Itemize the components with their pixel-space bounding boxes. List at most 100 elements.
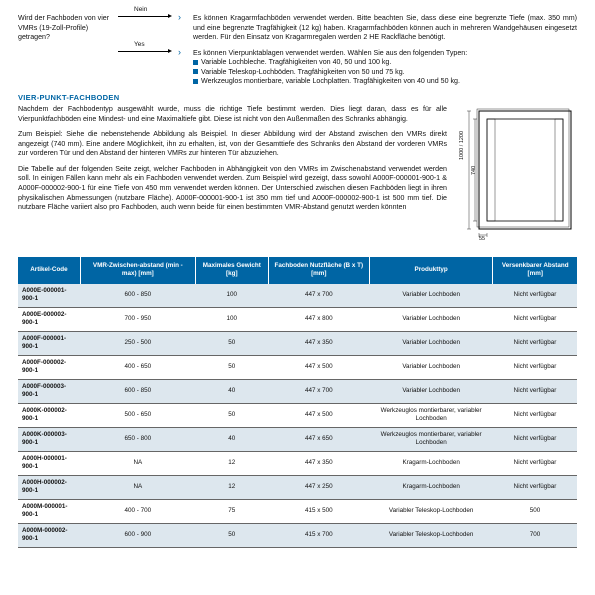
cell: Variabler Lochboden [369, 379, 493, 403]
cell: Kragarm-Lochboden [369, 451, 493, 475]
cell: 12 [195, 451, 268, 475]
table-row: A000H-000001-900-1NA12447 x 350Kragarm-L… [18, 451, 577, 475]
cell: 250 - 500 [80, 331, 195, 355]
cell: A000E-000002-900-1 [18, 307, 80, 331]
cell: 40 [195, 427, 268, 451]
body-block: Nachdem der Fachbodentyp ausgewählt wurd… [18, 105, 577, 249]
cell: Nicht verfügbar [493, 451, 577, 475]
cell: Werkzeuglos montierbarer, variabler Loch… [369, 403, 493, 427]
cell: Variabler Lochboden [369, 355, 493, 379]
cell: 447 x 800 [268, 307, 369, 331]
cell: 500 [493, 499, 577, 523]
question-text: Wird der Fachboden von vier VMRs (19-Zol… [18, 14, 118, 43]
cell: A000H-000002-900-1 [18, 475, 80, 499]
chevron-icon: › [178, 46, 181, 58]
cell: 600 - 850 [80, 379, 195, 403]
cell: 447 x 350 [268, 331, 369, 355]
cell: NA [80, 451, 195, 475]
square-icon [193, 60, 198, 65]
table-row: A000K-000003-900-1650 - 80040447 x 650We… [18, 427, 577, 451]
cell: 600 - 850 [80, 284, 195, 308]
cell: Nicht verfügbar [493, 331, 577, 355]
cell: Nicht verfügbar [493, 403, 577, 427]
yes-label: Yes [134, 41, 145, 50]
cell: Variabler Teleskop-Lochboden [369, 499, 493, 523]
cell: A000K-000002-900-1 [18, 403, 80, 427]
para-1: Nachdem der Fachbodentyp ausgewählt wurd… [18, 105, 447, 124]
yes-intro: Es können Vierpunktablagen verwendet wer… [193, 49, 577, 59]
square-icon [193, 79, 198, 84]
product-table: Artikel-CodeVMR-Zwischen-abstand (min - … [18, 257, 577, 548]
cell: 415 x 500 [268, 499, 369, 523]
body-text: Nachdem der Fachbodentyp ausgewählt wurd… [18, 105, 457, 249]
cell: 447 x 700 [268, 284, 369, 308]
cell: 50 [195, 331, 268, 355]
col-header: Maximales Gewicht [kg] [195, 257, 268, 284]
cell: 500 - 650 [80, 403, 195, 427]
cell: NA [80, 475, 195, 499]
decision-row-no: Wird der Fachboden von vier VMRs (19-Zol… [18, 14, 577, 43]
chevron-icon: › [178, 11, 181, 23]
cell: Nicht verfügbar [493, 475, 577, 499]
arrow-yes: Yes › [118, 49, 193, 87]
cell: 447 x 650 [268, 427, 369, 451]
cell: 415 x 700 [268, 523, 369, 547]
table-row: A000H-000002-900-1NA12447 x 250Kragarm-L… [18, 475, 577, 499]
decision-row-yes: Yes › Es können Vierpunktablagen verwend… [18, 49, 577, 87]
cell: A000F-000002-900-1 [18, 355, 80, 379]
col-header: Fachboden Nutzfläche (B x T) [mm] [268, 257, 369, 284]
yes-bullets: Variable Lochbleche. Tragfähigkeiten von… [193, 58, 577, 87]
cell: 400 - 650 [80, 355, 195, 379]
col-header: VMR-Zwischen-abstand (min - max) [mm] [80, 257, 195, 284]
cabinet-diagram: 1000 / 1200 740 55 [457, 105, 577, 249]
cell: Variabler Lochboden [369, 284, 493, 308]
cell: 600 - 900 [80, 523, 195, 547]
col-header: Artikel-Code [18, 257, 80, 284]
table-row: A000K-000002-900-1500 - 65050447 x 500We… [18, 403, 577, 427]
cell: 50 [195, 523, 268, 547]
cell: 50 [195, 403, 268, 427]
table-row: A000F-000001-900-1250 - 50050447 x 350Va… [18, 331, 577, 355]
cell: Variabler Lochboden [369, 307, 493, 331]
table-row: A000F-000003-900-1600 - 85040447 x 700Va… [18, 379, 577, 403]
cell: A000K-000003-900-1 [18, 427, 80, 451]
col-header: Produkttyp [369, 257, 493, 284]
cell: Nicht verfügbar [493, 307, 577, 331]
table-row: A000M-000002-900-1600 - 90050415 x 700Va… [18, 523, 577, 547]
cell: 100 [195, 284, 268, 308]
para-3: Die Tabelle auf der folgenden Seite zeig… [18, 165, 447, 213]
cell: 700 [493, 523, 577, 547]
bullet-item: Variable Lochbleche. Tragfähigkeiten von… [193, 58, 577, 68]
cell: Variabler Lochboden [369, 331, 493, 355]
dim-outer: 1000 / 1200 [459, 131, 466, 160]
cell: 40 [195, 379, 268, 403]
cell: Kragarm-Lochboden [369, 475, 493, 499]
cell: 12 [195, 475, 268, 499]
cell: Nicht verfügbar [493, 284, 577, 308]
col-header: Versenkbarer Abstand [mm] [493, 257, 577, 284]
cell: A000M-000002-900-1 [18, 523, 80, 547]
cell: 75 [195, 499, 268, 523]
cell: A000H-000001-900-1 [18, 451, 80, 475]
bullet-item: Werkzeuglos montierbare, variable Lochpl… [193, 77, 577, 87]
dim-inner: 740 [471, 166, 478, 175]
table-row: A000E-000002-900-1700 - 950100447 x 800V… [18, 307, 577, 331]
cell: 447 x 500 [268, 355, 369, 379]
no-answer: Es können Kragarmfachböden verwendet wer… [193, 14, 577, 43]
cell: 447 x 500 [268, 403, 369, 427]
cell: Variabler Teleskop-Lochboden [369, 523, 493, 547]
yes-answer-block: Es können Vierpunktablagen verwendet wer… [193, 49, 577, 87]
table-row: A000M-000001-900-1400 - 70075415 x 500Va… [18, 499, 577, 523]
cell: 447 x 700 [268, 379, 369, 403]
cell: Nicht verfügbar [493, 355, 577, 379]
square-icon [193, 69, 198, 74]
bullet-item: Variable Teleskop-Lochböden. Tragfähigke… [193, 68, 577, 78]
no-label: Nein [134, 6, 147, 15]
cell: A000M-000001-900-1 [18, 499, 80, 523]
cell: Nicht verfügbar [493, 427, 577, 451]
cell: 700 - 950 [80, 307, 195, 331]
cell: 650 - 800 [80, 427, 195, 451]
cell: Nicht verfügbar [493, 379, 577, 403]
arrow-no: Nein › [118, 14, 193, 43]
cell: 50 [195, 355, 268, 379]
